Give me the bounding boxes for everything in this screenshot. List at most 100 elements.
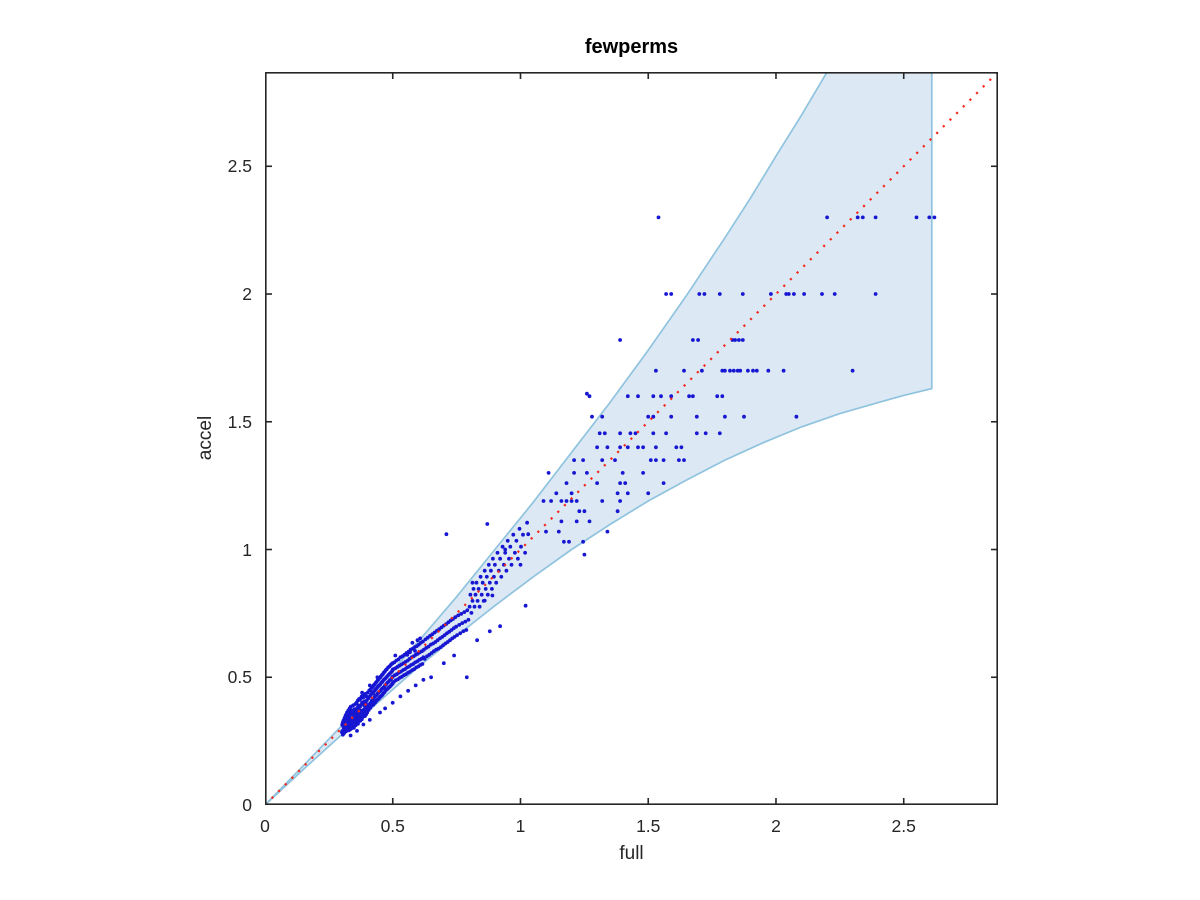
scatter-point	[696, 338, 700, 342]
scatter-point	[460, 621, 465, 625]
x-tick-label: 2	[771, 816, 781, 836]
scatter-point	[475, 599, 480, 603]
scatter-point	[914, 215, 919, 220]
scatter-point	[479, 592, 484, 597]
scatter-point	[746, 368, 750, 373]
y-axis-label: accel	[195, 415, 216, 461]
scatter-point	[519, 544, 523, 549]
scatter-point	[511, 532, 516, 537]
scatter-point	[600, 499, 605, 503]
y-tick-label: 1	[242, 539, 252, 560]
scatter-point	[728, 368, 732, 373]
scatter-point	[482, 598, 487, 603]
scatter-point	[737, 338, 741, 342]
scatter-point	[493, 562, 497, 567]
identity-line	[265, 72, 998, 805]
scatter-point	[792, 292, 796, 296]
y-tick-label: 2	[242, 284, 252, 305]
scatter-point	[615, 491, 620, 496]
scatter-point	[567, 539, 571, 544]
scatter-point	[408, 650, 412, 655]
scatter-point	[572, 471, 576, 475]
scatter-point	[492, 574, 496, 579]
scatter-point	[873, 215, 878, 220]
y-tick-label: 0.5	[227, 667, 252, 688]
scatter-point	[691, 338, 695, 342]
scatter-point	[525, 520, 529, 525]
scatter-point	[615, 509, 620, 514]
scatter-point	[769, 292, 773, 296]
scatter-point	[546, 471, 551, 475]
scatter-point	[390, 700, 395, 705]
scatter-point	[463, 619, 468, 624]
scatter-point	[429, 675, 433, 680]
scatter-point	[468, 592, 473, 597]
scatter-point	[742, 414, 746, 419]
scatter-point	[572, 458, 576, 462]
scatter-point	[469, 611, 474, 615]
scatter-point	[620, 471, 625, 475]
scatter-point	[490, 593, 495, 598]
scatter-point	[646, 414, 651, 419]
scatter-point	[648, 458, 653, 462]
scatter-point	[585, 391, 589, 396]
scatter-point	[507, 556, 511, 561]
scatter-point	[664, 292, 668, 296]
scatter-point	[618, 445, 622, 450]
scatter-point	[754, 368, 759, 373]
scatter-point	[458, 631, 463, 636]
scatter-point	[587, 519, 592, 524]
scatter-point	[413, 683, 418, 688]
scatter-point	[715, 394, 720, 399]
scatter-point	[569, 499, 574, 503]
scatter-point	[679, 445, 684, 450]
scatter-point	[574, 519, 579, 524]
scatter-point	[784, 292, 789, 296]
scatter-point	[595, 445, 599, 450]
scatter-point	[517, 526, 522, 531]
scatter-point	[357, 697, 361, 701]
scatter-point	[476, 587, 481, 591]
scatter-point	[490, 587, 494, 591]
scatter-point	[654, 368, 658, 373]
chart-title: fewperms	[584, 36, 679, 58]
scatter-point	[361, 722, 366, 727]
axis-ticks	[265, 72, 998, 805]
scatter-point	[413, 649, 417, 653]
scatter-point	[600, 414, 605, 419]
scatter-point	[487, 629, 492, 634]
scatter-point	[682, 368, 686, 373]
scatter-point	[585, 471, 589, 475]
plot-area	[265, 72, 998, 805]
scatter-point	[375, 675, 380, 680]
scatter-point	[832, 292, 837, 296]
scatter-point	[498, 556, 502, 561]
scatter-point	[455, 633, 459, 637]
scatter-point	[523, 603, 528, 608]
scatter-point	[738, 368, 743, 373]
scatter-point	[509, 562, 514, 567]
scatter-point	[659, 394, 663, 399]
scatter-point	[355, 729, 359, 733]
scatter-point	[582, 552, 587, 557]
scatter-point	[556, 529, 561, 534]
scatter-point	[474, 580, 479, 585]
scatter-point	[697, 292, 702, 296]
scatter-point	[482, 568, 487, 573]
scatter-point	[559, 499, 564, 503]
scatter-point	[661, 458, 666, 462]
confidence-band-lower-edge	[265, 72, 933, 805]
confidence-band	[265, 72, 932, 805]
scatter-point	[677, 458, 681, 462]
scatter-point	[581, 458, 585, 462]
scatter-point	[820, 292, 824, 296]
scatter-point	[651, 394, 656, 399]
scatter-point	[466, 617, 471, 622]
scatter-point	[398, 694, 403, 699]
scatter-point	[486, 562, 491, 567]
scatter-point	[478, 574, 483, 579]
scatter-point	[613, 458, 617, 462]
scatter-point	[605, 529, 610, 534]
scatter-point	[541, 499, 546, 503]
scatter-point	[484, 574, 489, 579]
